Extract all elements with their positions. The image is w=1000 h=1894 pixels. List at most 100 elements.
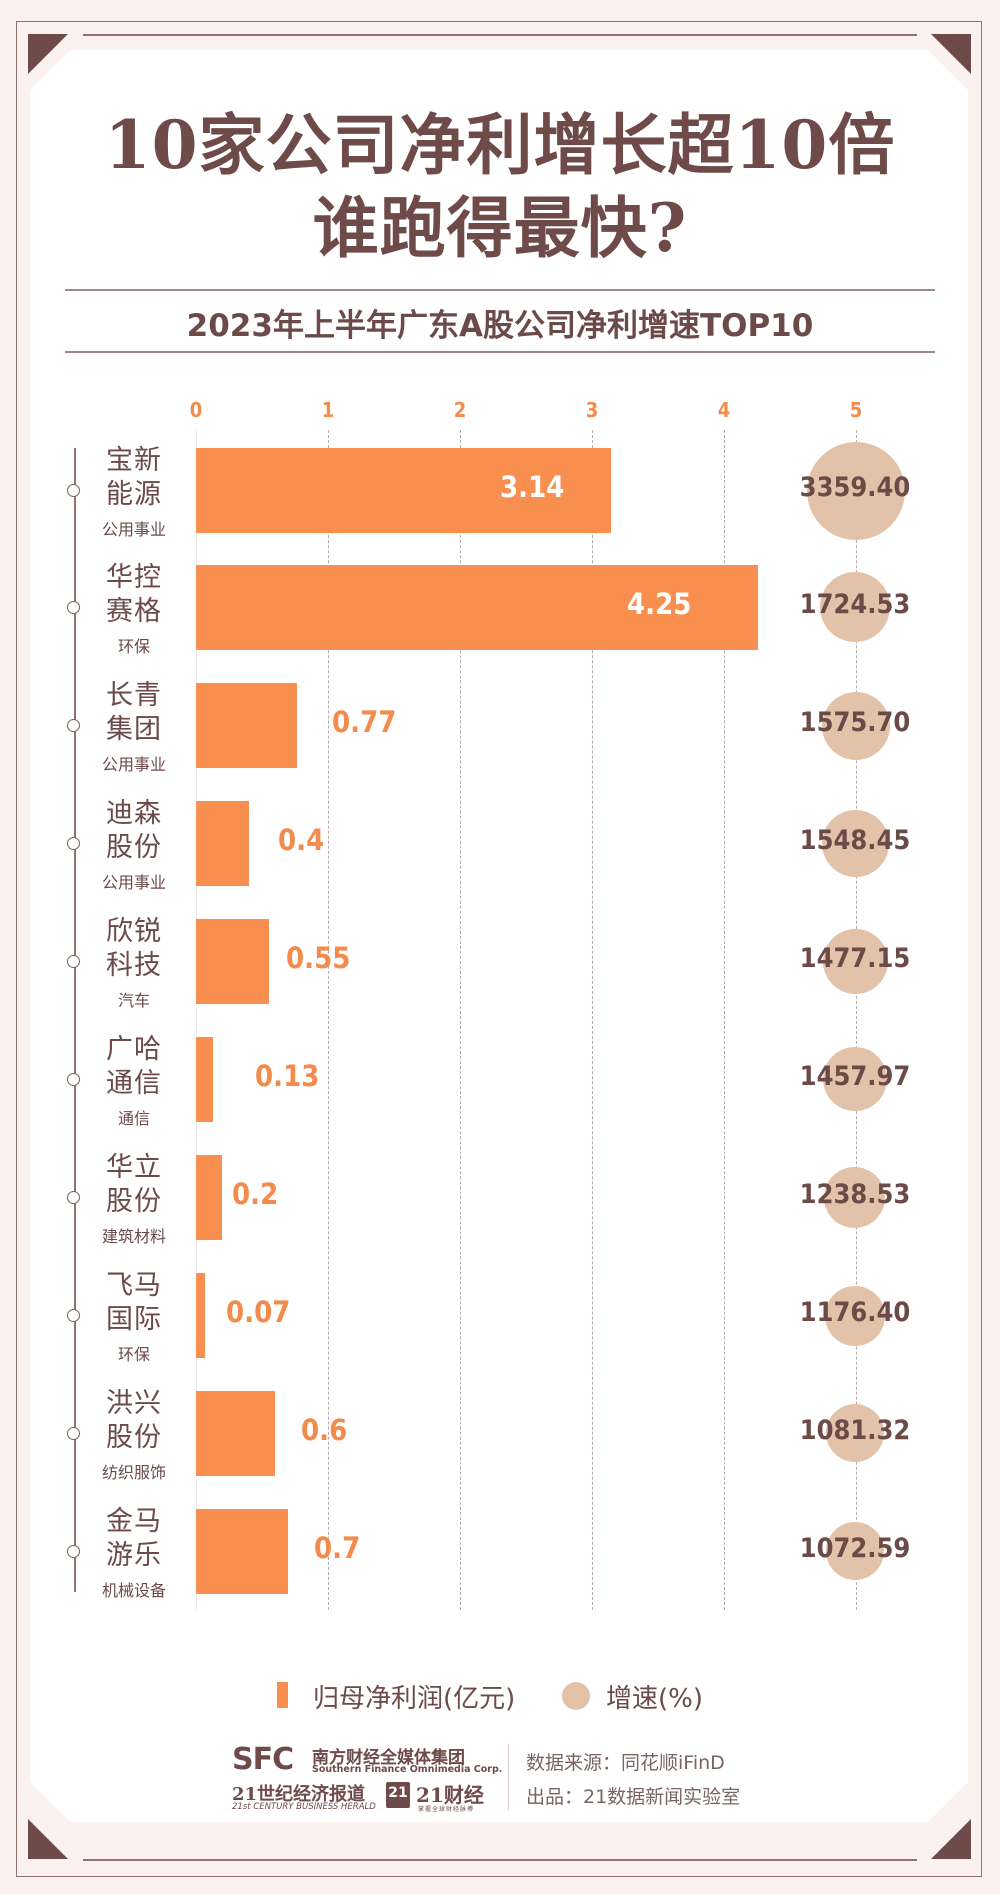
chart-row: 飞马 国际 环保 0.07 1176.40: [0, 1270, 1000, 1364]
profit-bar: [196, 1509, 288, 1594]
profit-value: 0.77: [332, 705, 397, 739]
profit-value: 3.14: [500, 470, 565, 504]
legend-bar-swatch-icon: [277, 1682, 288, 1708]
company-name: 飞马 国际: [106, 1270, 162, 1335]
producer-credit: 出品：21数据新闻实验室: [526, 1786, 741, 1808]
profit-bar: [196, 1273, 205, 1358]
row-marker-circle-icon: [67, 1427, 80, 1440]
profit-value: 0.4: [278, 823, 325, 857]
footer-divider: [508, 1744, 509, 1810]
page-title-line2: 谁跑得最快?: [312, 189, 688, 267]
gridline-4: [724, 430, 725, 1610]
growth-value: 1238.53: [799, 1179, 911, 1210]
corner-bottom-right: [931, 1819, 971, 1859]
growth-bubble: [826, 1522, 884, 1580]
profit-bar: [196, 1155, 222, 1240]
legend-bubble-label: 增速(%): [606, 1684, 703, 1714]
growth-value: 1176.40: [799, 1297, 911, 1328]
gridline-3: [592, 430, 593, 1610]
row-marker-circle-icon: [67, 484, 80, 497]
chart-row: 华立 股份 建筑材料 0.2 1238.53: [0, 1152, 1000, 1246]
publisher-logos: SFC 南方财经全媒体集团 Southern Finance Omnimedia…: [232, 1742, 502, 1813]
page-title-line1: 10家公司净利增长超10倍: [104, 106, 896, 184]
subtitle-rule-bottom: [65, 351, 935, 353]
data-source: 数据来源：同花顺iFinD: [526, 1752, 725, 1774]
row-marker-circle-icon: [67, 837, 80, 850]
x-tick-5: 5: [849, 398, 863, 422]
company-name: 长青 集团: [106, 680, 162, 745]
company-name: 迪森 股份: [106, 798, 162, 863]
company-name: 宝新 能源: [106, 445, 162, 510]
inner-bottom-line: [83, 1859, 917, 1861]
row-marker-circle-icon: [67, 1191, 80, 1204]
corner-top-right: [931, 34, 971, 74]
profit-bar: [196, 801, 249, 886]
company-sector: 纺织服饰: [101, 1463, 166, 1482]
company-name: 华立 股份: [106, 1152, 162, 1217]
outer-frame: [16, 21, 982, 1877]
chart-row: 迪森 股份 公用事业 0.4 1548.45: [0, 798, 1000, 892]
group-name-en: Southern Finance Omnimedia Corp.: [312, 1764, 503, 1775]
x-tick-4: 4: [717, 398, 731, 422]
company-sector: 通信: [117, 1109, 150, 1128]
company-name: 广哈 通信: [106, 1034, 162, 1099]
x-tick-3: 3: [585, 398, 599, 422]
sfc-logo: SFC: [232, 1742, 294, 1777]
row-marker-circle-icon: [67, 1073, 80, 1086]
group-name-cn: 南方财经全媒体集团: [312, 1748, 465, 1768]
legend-bar-label: 归母净利润(亿元): [313, 1684, 516, 1714]
company-sector: 环保: [117, 1345, 150, 1364]
x-tick-2: 2: [453, 398, 467, 422]
company-sector: 机械设备: [101, 1581, 166, 1600]
growth-value: 1477.15: [799, 943, 911, 974]
profit-value: 0.13: [255, 1059, 320, 1093]
subtitle-rule-top: [65, 289, 935, 291]
company-sector: 建筑材料: [101, 1227, 166, 1246]
company-sector: 环保: [117, 637, 150, 656]
profit-value: 0.7: [314, 1531, 361, 1565]
row-marker-circle-icon: [67, 955, 80, 968]
herald-name-cn: 21世纪经济报道: [232, 1784, 366, 1805]
growth-value: 1724.53: [799, 589, 911, 620]
corner-bottom-left: [28, 1819, 68, 1859]
profit-value: 4.25: [627, 587, 692, 621]
chart-row: 长青 集团 公用事业 0.77 1575.70: [0, 680, 1000, 774]
21-badge-icon: 21: [386, 1782, 410, 1808]
company-sector: 公用事业: [101, 755, 166, 774]
chart-row: 金马 游乐 机械设备 0.7 1072.59: [0, 1506, 1000, 1600]
timeline-axis: [74, 448, 76, 1592]
company-name: 金马 游乐: [106, 1506, 162, 1571]
chart-legend: 归母净利润(亿元) 增速(%): [0, 1672, 1000, 1714]
gridline-0: [196, 430, 197, 1610]
corner-top-left: [28, 34, 68, 74]
chart-subtitle: 2023年上半年广东A股公司净利增速TOP10: [186, 308, 814, 344]
row-marker-circle-icon: [67, 1309, 80, 1322]
legend-bubble-swatch-icon: [562, 1682, 590, 1710]
gridline-2: [460, 430, 461, 1610]
chart-row: 宝新 能源 公用事业 3.14 3359.40: [0, 442, 1000, 540]
growth-value: 1575.70: [799, 707, 911, 738]
company-sector: 汽车: [117, 991, 150, 1010]
growth-value: 1548.45: [799, 825, 911, 856]
growth-bubble: [825, 1286, 885, 1346]
profit-bar: [196, 919, 269, 1004]
growth-value: 1072.59: [799, 1533, 911, 1564]
chart-row: 洪兴 股份 纺织服饰 0.6 1081.32: [0, 1388, 1000, 1482]
company-name: 华控 赛格: [106, 562, 162, 627]
company-name: 欣锐 科技: [106, 916, 162, 981]
company-name: 洪兴 股份: [106, 1388, 162, 1453]
growth-bubble: [822, 692, 890, 760]
growth-value: 1081.32: [799, 1415, 911, 1446]
content-panel: [30, 50, 968, 1822]
chart-row: 欣锐 科技 汽车 0.55 1477.15: [0, 916, 1000, 1010]
profit-value: 0.07: [226, 1295, 291, 1329]
x-tick-0: 0: [189, 398, 203, 422]
profit-value: 0.6: [301, 1413, 348, 1447]
herald-name-en: 21st CENTURY BUSINESS HERALD: [232, 1802, 376, 1812]
gridline-5: [856, 430, 857, 1610]
x-tick-1: 1: [321, 398, 335, 422]
growth-value: 3359.40: [799, 472, 911, 503]
caijing-slogan: 掌握全球财经脉搏: [418, 1806, 475, 1813]
profit-value: 0.55: [286, 941, 351, 975]
growth-bubble: [826, 1404, 884, 1462]
